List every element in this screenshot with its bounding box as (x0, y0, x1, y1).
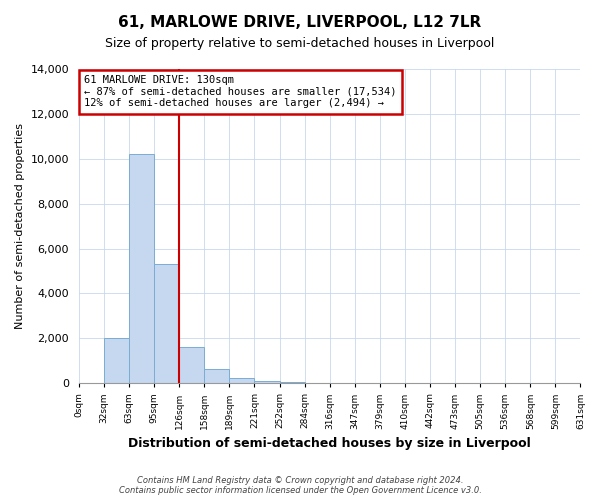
Bar (129, 154, 154, 384)
Bar (254, 381, 280, 384)
Bar (205, 368, 229, 384)
Text: 61, MARLOWE DRIVE, LIVERPOOL, L12 7LR: 61, MARLOWE DRIVE, LIVERPOOL, L12 7LR (118, 15, 482, 30)
Bar (154, 264, 179, 384)
Bar (104, 338, 129, 384)
Y-axis label: Number of semi-detached properties: Number of semi-detached properties (15, 123, 25, 329)
Text: Contains HM Land Registry data © Crown copyright and database right 2024.
Contai: Contains HM Land Registry data © Crown c… (119, 476, 481, 495)
Text: 61 MARLOWE DRIVE: 130sqm
← 87% of semi-detached houses are smaller (17,534)
12% : 61 MARLOWE DRIVE: 130sqm ← 87% of semi-d… (84, 76, 397, 108)
Bar (280, 382, 305, 384)
Bar (179, 348, 205, 384)
Text: Size of property relative to semi-detached houses in Liverpool: Size of property relative to semi-detach… (106, 38, 494, 51)
X-axis label: Distribution of semi-detached houses by size in Liverpool: Distribution of semi-detached houses by … (128, 437, 531, 450)
Bar (229, 378, 254, 384)
